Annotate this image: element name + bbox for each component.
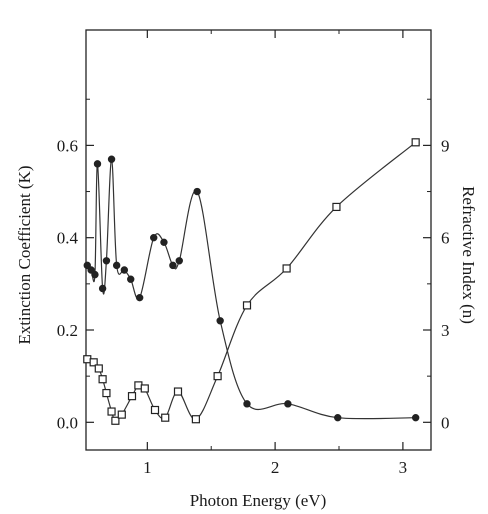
x-tick-label: 3 [399,458,408,477]
y-left-tick-label: 0.2 [57,321,78,340]
refractive-index-point [127,392,137,401]
y-right-tick-label: 6 [441,229,450,248]
extinction-point [135,293,144,302]
extinction-point [193,187,201,196]
extinction-point [243,400,251,408]
refractive-index-point [140,384,149,393]
refractive-index-point [102,388,111,398]
extinction-point [102,257,111,265]
extinction-point [93,160,102,168]
y-right-tick-label: 3 [441,321,450,340]
refractive-index-point [98,375,107,384]
refractive-index-line [87,141,417,422]
refractive-index-point [111,416,120,425]
x-axis-label: Photon Energy (eV) [190,491,327,510]
extinction-point [175,257,183,265]
extinction-point [216,317,224,325]
refractive-index-point [89,358,98,367]
y-left-tick-label: 0.6 [57,136,78,155]
plot-frame [85,29,432,451]
y-axis-label-right: Refractive Index (n) [459,186,478,324]
refractive-index-point [213,372,222,381]
y-axis-label-left: Extinction Coefficient (K) [15,165,34,344]
refractive-index-point [161,413,170,422]
refractive-index-point [411,138,420,147]
refractive-index-point [282,264,291,273]
refractive-index-point [173,387,183,396]
extinction-point [284,400,292,408]
extinction-point [107,155,116,163]
extinction-point [169,261,177,270]
refractive-index-point [107,407,116,416]
x-tick-label: 2 [271,458,280,477]
y-left-tick-label: 0.0 [57,413,78,432]
y-right-tick-label: 0 [441,413,450,432]
refractive-index-point [191,415,200,424]
refractive-index-point [150,405,160,415]
extinction-point [98,284,107,293]
extinction-point [120,266,129,274]
extinction-point [411,413,420,422]
refractive-index-point [94,364,103,373]
extinction-point [150,233,158,242]
extinction-point [127,275,135,283]
y-right-tick-label: 9 [441,136,450,155]
refractive-index-point [117,410,126,419]
extinction-point [91,270,99,279]
refractive-index-point [332,202,341,212]
y-left-tick-label: 0.4 [57,229,79,248]
extinction-point [160,238,168,247]
extinction-point [112,261,121,270]
extinction-point [334,413,342,422]
refractive-index-point [242,301,252,310]
x-tick-label: 1 [143,458,152,477]
extinction-point [87,266,95,274]
extinction-coefficient-line [86,158,416,420]
extinction-point [83,261,91,270]
